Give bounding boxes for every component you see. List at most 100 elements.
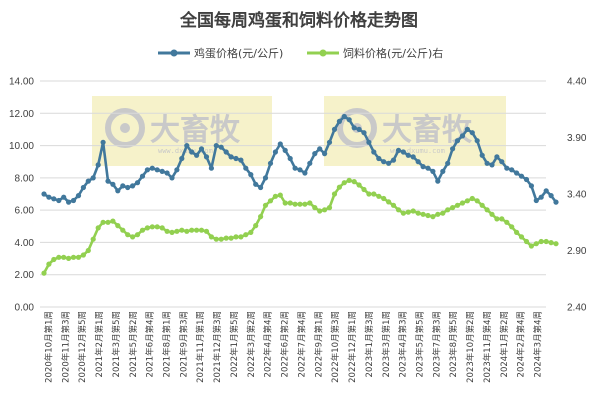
legend-item-egg: 鸡蛋价格(元/公斤) [158, 46, 283, 60]
data-point [341, 113, 347, 120]
data-point [484, 160, 490, 166]
data-point [125, 232, 131, 238]
data-point [174, 167, 180, 173]
x-tick-label: 2022年4月第4周 [263, 311, 274, 377]
data-point [223, 235, 229, 241]
data-point [440, 168, 446, 174]
x-tick-label: 2023年10月第2周 [465, 311, 476, 383]
x-tick-label: 2021年11月第1周 [195, 311, 206, 383]
data-point [410, 154, 416, 160]
x-tick-label: 2022年9月第1周 [313, 311, 324, 377]
data-point [144, 225, 150, 231]
data-point [331, 191, 338, 197]
data-point [469, 195, 475, 202]
data-point [430, 168, 436, 174]
data-point [543, 188, 549, 194]
data-point [400, 149, 406, 155]
data-point [125, 184, 131, 191]
data-point [238, 157, 244, 163]
data-point [189, 227, 195, 233]
gridlines [40, 80, 546, 308]
data-point [134, 232, 141, 238]
data-point [287, 155, 293, 162]
data-point [553, 241, 559, 247]
data-point [203, 228, 210, 234]
data-point [390, 202, 397, 208]
data-point [95, 162, 101, 168]
data-point [533, 197, 539, 204]
data-point [474, 198, 480, 204]
data-point [322, 207, 328, 213]
data-point [61, 194, 67, 200]
x-tick-label: 2020年12月第5周 [77, 311, 88, 383]
x-tick-label: 2024年1月第2周 [499, 311, 510, 377]
series-egg-price [41, 113, 559, 205]
x-tick-label: 2023年5月第5周 [415, 311, 426, 377]
data-point [154, 224, 160, 230]
x-tick-label: 2021年2月第1周 [94, 311, 105, 377]
data-point [543, 238, 549, 245]
data-point [115, 188, 121, 194]
x-tick-label: 2022年3月第2周 [246, 311, 257, 377]
data-point [400, 210, 406, 216]
data-point [253, 223, 259, 229]
data-point [228, 235, 234, 241]
data-point [464, 198, 470, 204]
watermark-right-text: 大畜牧 [382, 113, 473, 148]
y-right-tick-label: 2.40 [567, 303, 587, 314]
data-point [504, 165, 510, 171]
data-point [450, 205, 456, 211]
y-left-tick-label: 0.00 [15, 303, 35, 314]
data-point [420, 211, 426, 217]
y-right-tick-label: 4.40 [567, 77, 587, 88]
x-tick-label: 2023年7月第3周 [431, 311, 442, 377]
data-point [243, 165, 249, 171]
watermark-left-logo-dot-icon [120, 123, 130, 133]
data-point [100, 139, 106, 145]
data-point [312, 205, 318, 211]
data-point [459, 133, 466, 139]
data-point [198, 227, 205, 233]
x-tick-label: 2023年11月第4周 [482, 311, 493, 383]
data-point [85, 178, 91, 184]
data-point [194, 152, 200, 158]
data-point [90, 175, 96, 181]
data-point [120, 227, 126, 233]
data-point [130, 234, 136, 240]
data-point [307, 200, 313, 206]
data-point [346, 117, 352, 123]
data-point [548, 193, 554, 199]
data-point [410, 208, 416, 214]
data-point [494, 216, 500, 222]
data-point [479, 202, 485, 208]
chart-title: 全国每周鸡蛋和饲料价格走势图 [179, 10, 418, 31]
data-point [66, 199, 72, 205]
series-feed-price [41, 177, 559, 276]
legend-marker-egg [170, 49, 178, 57]
x-tick-label: 2022年6月第2周 [280, 311, 291, 377]
data-point [100, 219, 106, 225]
data-point [317, 208, 323, 214]
data-point [243, 232, 249, 238]
watermark-right-logo-icon [337, 108, 377, 148]
data-point [194, 227, 200, 233]
data-point [435, 211, 441, 217]
data-point [139, 227, 146, 233]
data-point [272, 193, 278, 199]
data-point [326, 139, 333, 145]
data-point [366, 139, 372, 145]
data-point [159, 225, 165, 231]
y-left-tick-label: 12.00 [9, 109, 34, 120]
data-point [139, 173, 146, 179]
data-point [489, 162, 495, 168]
x-tick-label: 2023年3月第1周 [381, 311, 392, 377]
data-point [533, 241, 539, 247]
data-point [312, 151, 318, 157]
legend-label-feed: 饲料价格(元/公斤)右 [343, 46, 443, 60]
data-point [277, 141, 283, 147]
data-point [474, 138, 480, 144]
y-left-tick-label: 8.00 [15, 173, 35, 184]
y-right-tick-label: 3.40 [567, 190, 587, 201]
data-point [105, 219, 111, 225]
